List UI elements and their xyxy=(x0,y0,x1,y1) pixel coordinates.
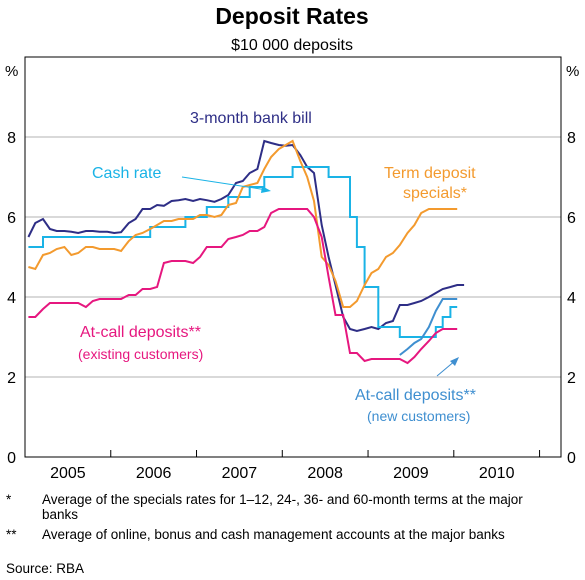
chart-title: Deposit Rates xyxy=(215,3,368,29)
label-atcall-existing-line1: At-call deposits** xyxy=(80,324,201,341)
y-axis-unit-left: % xyxy=(5,63,18,80)
series-line-2 xyxy=(28,139,458,308)
x-tick-label: 2010 xyxy=(479,465,515,482)
footnote-2: ** Average of online, bonus and cash man… xyxy=(6,527,552,542)
x-tick-label: 2009 xyxy=(393,465,429,482)
label-cash-rate: Cash rate xyxy=(92,165,161,182)
series-labels: 3-month bank bill Cash rate Term deposit… xyxy=(78,110,476,424)
series-line-3 xyxy=(28,208,458,365)
y-tick-right: 0 xyxy=(567,450,576,467)
series-line-1 xyxy=(28,166,458,338)
y-tick-right: 4 xyxy=(567,290,576,307)
x-tick-label: 2008 xyxy=(307,465,343,482)
x-tick-label: 2006 xyxy=(136,465,172,482)
new-customers-arrowhead xyxy=(450,357,459,366)
series-line-0 xyxy=(27,139,465,333)
y-tick-right: 6 xyxy=(567,210,576,227)
y-tick-left: 8 xyxy=(7,130,16,147)
series-line-4 xyxy=(399,298,458,356)
y-axis-unit-right: % xyxy=(566,63,579,80)
series-lines xyxy=(27,139,465,365)
annotation-arrows xyxy=(181,176,459,377)
y-tick-left: 0 xyxy=(7,450,16,467)
y-tick-left: 2 xyxy=(7,370,16,387)
label-atcall-new-line1: At-call deposits** xyxy=(355,387,476,404)
label-atcall-new-line2: (new customers) xyxy=(367,408,470,424)
footnote-1-mark: * xyxy=(6,492,12,507)
source-note: Source: RBA xyxy=(6,561,85,576)
label-bank-bill: 3-month bank bill xyxy=(190,110,312,127)
cash-rate-arrow xyxy=(181,176,268,191)
gridlines xyxy=(25,136,561,378)
deposit-rates-chart: Deposit Rates $10 000 deposits % % 0 0 2 2 4… xyxy=(5,3,579,482)
x-tick-label: 2005 xyxy=(50,465,86,482)
footnote-2-mark: ** xyxy=(6,527,17,542)
chart-subtitle: $10 000 deposits xyxy=(231,37,353,54)
y-tick-left: 6 xyxy=(7,210,16,227)
label-term-deposit-line1: Term deposit xyxy=(384,165,476,182)
footnote-1: * Average of the specials rates for 1–12… xyxy=(6,492,552,522)
x-tick-label: 2007 xyxy=(222,465,258,482)
axis-ticks: 0 0 2 2 4 4 6 6 8 8 2005 2006 2007 2008 2009 2010 xyxy=(7,130,576,482)
label-atcall-existing-line2: (existing customers) xyxy=(78,346,203,362)
y-tick-right: 2 xyxy=(567,370,576,387)
label-term-deposit-line2: specials* xyxy=(403,185,467,202)
footnote-1-text: Average of the specials rates for 1–12, … xyxy=(42,492,523,522)
y-tick-left: 4 xyxy=(7,290,16,307)
y-tick-right: 8 xyxy=(567,130,576,147)
plot-frame xyxy=(24,56,562,458)
footnote-2-text: Average of online, bonus and cash manage… xyxy=(42,527,505,542)
cash-rate-arrowhead xyxy=(261,186,271,193)
